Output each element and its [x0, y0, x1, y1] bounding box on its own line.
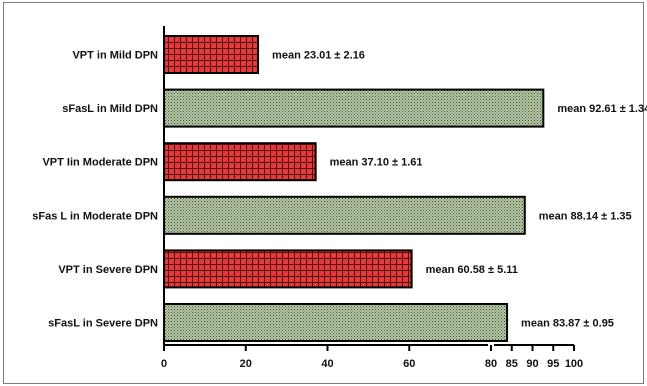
category-label: VPT in Severe DPN: [58, 264, 158, 276]
labels-layer: VPT in Mild DPN mean 23.01 ± 2.16 sFasL in…: [32, 50, 647, 371]
value-annotation: mean 37.10 ± 1.61: [330, 157, 423, 169]
category-label: sFas L in Moderate DPN: [32, 210, 158, 222]
chart-frame: [3, 2, 644, 384]
axes-layer: [163, 26, 575, 351]
x-tick-label: 40: [321, 358, 333, 370]
value-annotation: mean 88.14 ± 1.35: [539, 210, 632, 222]
x-tick-label: 0: [161, 358, 167, 370]
bars-layer: [163, 35, 545, 342]
bar-sfasl-6: [163, 303, 509, 342]
bar-sfasl-4: [163, 195, 526, 235]
x-tick-label: 80: [485, 358, 497, 370]
value-annotation: mean 23.01 ± 2.16: [272, 50, 365, 62]
bar-vpt-5: [163, 249, 413, 289]
x-tick-label: 100: [565, 358, 583, 370]
bar-vpt-1: [163, 35, 260, 74]
category-label: sFasL in Mild DPN: [62, 103, 158, 115]
category-label: VPT in Mild DPN: [72, 50, 158, 62]
category-label: VPT Iin Moderate DPN: [42, 157, 158, 169]
bar-vpt-3: [163, 142, 317, 182]
x-tick-label: 90: [526, 358, 538, 370]
x-tick-label: 85: [506, 358, 518, 370]
x-tick-label: 60: [403, 358, 415, 370]
x-tick-label: 95: [547, 358, 559, 370]
bar-sfasl-2: [163, 88, 545, 128]
x-tick-label: 20: [240, 358, 252, 370]
value-annotation: mean 92.61 ± 1.34: [557, 103, 647, 115]
value-annotation: mean 83.87 ± 0.95: [521, 318, 614, 330]
value-annotation: mean 60.58 ± 5.11: [426, 264, 518, 276]
category-label: sFasL in Severe DPN: [48, 318, 158, 330]
